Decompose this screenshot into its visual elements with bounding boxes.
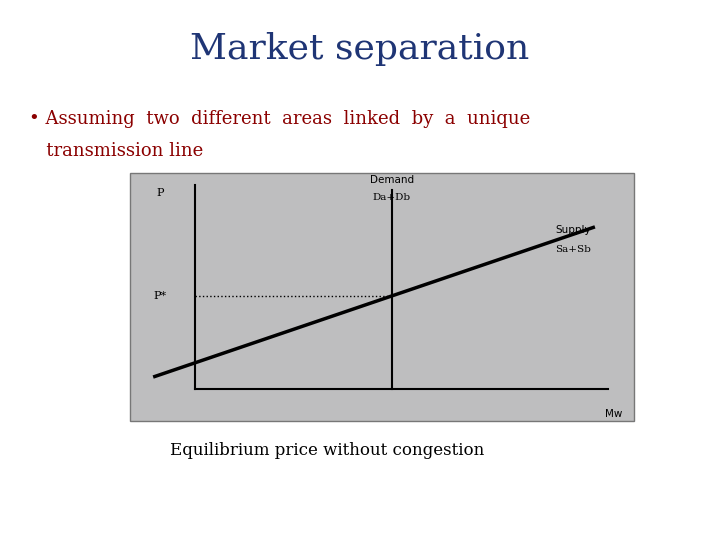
Text: Equilibrium price without congestion: Equilibrium price without congestion (170, 442, 484, 460)
Text: P*: P* (153, 291, 166, 301)
Text: Sa+Sb: Sa+Sb (555, 245, 591, 254)
Text: Da+Db: Da+Db (373, 193, 410, 202)
Text: Market separation: Market separation (190, 32, 530, 65)
Text: transmission line: transmission line (29, 142, 203, 160)
Text: • Assuming  two  different  areas  linked  by  a  unique: • Assuming two different areas linked by… (29, 110, 530, 128)
Text: Demand: Demand (369, 176, 414, 185)
Text: P: P (156, 188, 163, 198)
Text: Mw: Mw (605, 409, 622, 419)
Bar (130, 173, 634, 421)
Text: Supply: Supply (555, 225, 591, 235)
